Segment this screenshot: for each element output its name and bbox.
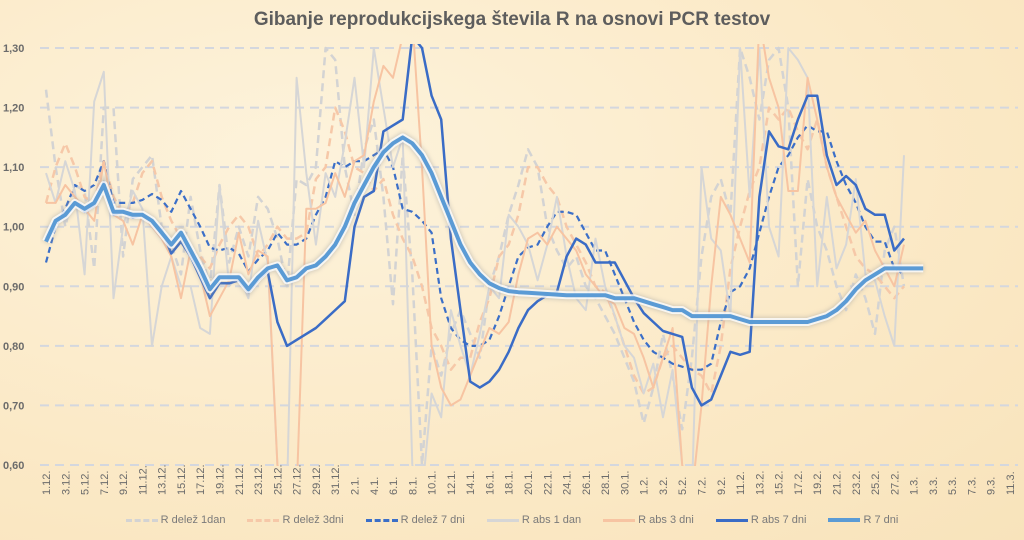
y-tick-label: 1,30 bbox=[3, 43, 24, 55]
chart-title: Gibanje reprodukcijskega števila R na os… bbox=[253, 9, 771, 30]
legend-swatch bbox=[365, 518, 398, 522]
x-tick-label: 3.2. bbox=[658, 477, 670, 495]
x-tick-label: 20.1. bbox=[523, 471, 535, 495]
x-tick-label: 28.1. bbox=[600, 471, 612, 495]
x-tick-label: 5.12. bbox=[80, 471, 92, 495]
y-tick-label: 0,70 bbox=[3, 400, 24, 412]
series-line-r-7-dni bbox=[44, 135, 924, 324]
series-line-r-delez-3dni bbox=[44, 106, 905, 395]
legend-label: R abs 1 dan bbox=[521, 514, 582, 526]
series-line-r-delez-1dan bbox=[44, 46, 906, 466]
x-tick-label: 24.1. bbox=[562, 471, 574, 495]
legend-item: R delež 3dni bbox=[247, 514, 344, 526]
x-tick-label: 1.2. bbox=[639, 477, 651, 495]
x-tick-label: 25.2. bbox=[870, 471, 882, 495]
x-tick-label: 19.2. bbox=[812, 471, 824, 495]
legend-label: R 7 dni bbox=[863, 514, 899, 526]
legend-swatch bbox=[486, 518, 519, 522]
legend-swatch bbox=[603, 518, 636, 522]
x-tick-label: 29.12. bbox=[311, 464, 323, 495]
x-tick-label: 2.1. bbox=[349, 477, 361, 495]
legend-item: R delež 7 dni bbox=[365, 514, 465, 526]
x-tick-label: 18.1. bbox=[504, 471, 516, 495]
x-tick-label: 12.1. bbox=[446, 471, 458, 495]
y-tick-label: 0,60 bbox=[3, 460, 24, 472]
x-tick-label: 23.12. bbox=[253, 464, 265, 495]
x-tick-label: 30.1. bbox=[619, 471, 631, 495]
y-tick-label: 1,00 bbox=[3, 222, 24, 234]
x-tick-label: 26.1. bbox=[581, 471, 593, 495]
x-tick-label: 4.1. bbox=[369, 477, 381, 495]
x-tick-label: 8.1. bbox=[407, 477, 419, 495]
legend-item: R delež 1dan bbox=[125, 514, 226, 526]
legend-label: R abs 7 dni bbox=[750, 514, 807, 526]
y-tick-label: 0,90 bbox=[3, 281, 24, 293]
series-line-r-abs-7-dni bbox=[44, 44, 905, 407]
legend-swatch bbox=[828, 518, 861, 522]
x-tick-label: 27.2. bbox=[889, 471, 901, 495]
x-tick-label: 16.1. bbox=[484, 471, 496, 495]
legend-swatch bbox=[247, 518, 280, 522]
series-line-r-abs-1-dan bbox=[45, 47, 905, 466]
x-tick-label: 6.1. bbox=[388, 477, 400, 495]
x-tick-label: 13.2. bbox=[754, 471, 766, 495]
y-tick-label: 1,20 bbox=[3, 103, 24, 115]
x-tick-label: 9.12. bbox=[118, 471, 130, 495]
legend-swatch bbox=[125, 518, 158, 522]
legend-label: R delež 3dni bbox=[282, 514, 344, 526]
x-tick-label: 21.12. bbox=[234, 464, 246, 495]
x-tick-label: 19.12. bbox=[215, 464, 227, 495]
x-tick-label: 9.2. bbox=[716, 477, 728, 495]
x-tick-label: 15.2. bbox=[774, 471, 786, 495]
x-tick-label: 9.3. bbox=[986, 477, 998, 495]
x-tick-label: 21.2. bbox=[831, 471, 843, 495]
legend-label: R delež 7 dni bbox=[400, 514, 465, 526]
x-tick-label: 14.1. bbox=[465, 471, 477, 495]
legend-item: R 7 dni bbox=[828, 514, 898, 526]
x-tick-label: 17.12. bbox=[195, 464, 207, 495]
x-tick-label: 5.3. bbox=[947, 477, 959, 495]
legend-swatch bbox=[715, 518, 748, 522]
y-tick-label: 1,10 bbox=[3, 162, 24, 174]
x-tick-label: 7.12. bbox=[99, 471, 111, 495]
legend-label: R abs 3 dni bbox=[638, 514, 694, 526]
x-tick-label: 10.1. bbox=[427, 471, 439, 495]
x-tick-label: 27.12. bbox=[292, 464, 304, 495]
legend-item: R abs 7 dni bbox=[715, 514, 807, 526]
x-tick-label: 5.2. bbox=[677, 477, 689, 495]
x-tick-label: 31.12. bbox=[330, 464, 342, 495]
x-tick-label: 11.3. bbox=[1005, 471, 1017, 495]
x-tick-label: 25.12. bbox=[272, 464, 284, 495]
x-tick-label: 23.2. bbox=[851, 471, 863, 495]
x-tick-label: 15.12. bbox=[176, 464, 188, 495]
x-tick-label: 13.12. bbox=[157, 464, 169, 495]
x-tick-label: 11.2. bbox=[735, 471, 747, 495]
x-tick-label: 3.12. bbox=[60, 471, 72, 495]
legend-item: R abs 1 dan bbox=[486, 514, 582, 526]
x-tick-label: 11.12. bbox=[137, 465, 149, 495]
series-line-r-abs-3-dni bbox=[46, 44, 905, 466]
y-tick-label: 0,80 bbox=[3, 341, 24, 353]
x-tick-label: 7.2. bbox=[697, 477, 709, 495]
x-tick-label: 17.2. bbox=[793, 471, 805, 495]
chart-legend: R delež 1dan R delež 3dni R delež 7 dni R a… bbox=[0, 514, 1024, 526]
series-line-r-delez-7-dni bbox=[44, 124, 905, 371]
x-tick-label: 1.12. bbox=[41, 471, 53, 495]
x-tick-label: 1.3. bbox=[909, 477, 921, 495]
legend-item: R abs 3 dni bbox=[603, 514, 694, 526]
legend-label: R delež 1dan bbox=[160, 514, 226, 526]
x-tick-label: 7.3. bbox=[966, 477, 978, 495]
x-tick-label: 3.3. bbox=[928, 477, 940, 495]
x-tick-label: 22.1. bbox=[542, 471, 554, 495]
